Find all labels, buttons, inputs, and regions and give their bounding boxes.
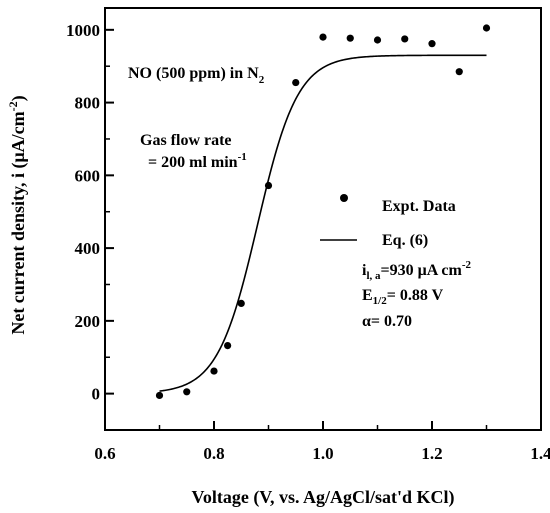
data-point: [346, 34, 354, 42]
data-point: [428, 40, 436, 48]
y-tick-label: 0: [92, 385, 101, 404]
y-tick-label: 800: [75, 94, 101, 113]
data-point: [455, 68, 463, 76]
flow-rate-label: Gas flow rate: [140, 132, 232, 149]
param-e-half: E1/2= 0.88 V: [362, 287, 444, 307]
y-axis-title: Net current density, i (μA/cm-2): [6, 95, 29, 334]
ticks: [104, 28, 542, 430]
data-point: [183, 388, 191, 396]
gas-annotation: NO (500 ppm) in N2: [128, 65, 265, 86]
fit-curve-line: [159, 54, 487, 392]
data-point: [224, 342, 232, 350]
data-point: [155, 391, 164, 400]
y-tick-label: 400: [75, 239, 101, 258]
tick-labels: 0.6 0.8 1.0 1.2 1.4 0 200 400 600 800 1000: [66, 21, 550, 463]
flow-rate-value: = 200 ml min-1: [148, 151, 247, 171]
data-points: [155, 24, 491, 400]
data-point: [237, 299, 245, 307]
x-axis-title: Voltage (V, vs. Ag/AgCl/sat'd KCl): [191, 487, 454, 508]
data-point: [373, 36, 382, 44]
data-point: [319, 33, 327, 41]
data-point: [482, 24, 491, 32]
legend-eq6: Eq. (6): [382, 232, 428, 249]
param-alpha: α= 0.70: [362, 313, 412, 330]
param-i-limit: il, a=930 μA cm-2: [362, 259, 471, 282]
legend-expt-data: Expt. Data: [382, 198, 456, 215]
x-tick-label: 1.2: [421, 444, 442, 463]
data-point: [210, 367, 218, 375]
legend-point-marker: [340, 194, 348, 202]
data-point: [292, 78, 300, 87]
data-point: [401, 35, 409, 43]
x-tick-label: 0.6: [94, 444, 115, 463]
x-tick-label: 1.0: [312, 444, 333, 463]
y-tick-label: 200: [75, 312, 101, 331]
y-tick-label: 1000: [66, 21, 100, 40]
y-tick-label: 600: [75, 166, 101, 185]
data-point: [264, 181, 273, 190]
x-tick-label: 0.8: [203, 444, 224, 463]
x-tick-label: 1.4: [530, 444, 550, 463]
